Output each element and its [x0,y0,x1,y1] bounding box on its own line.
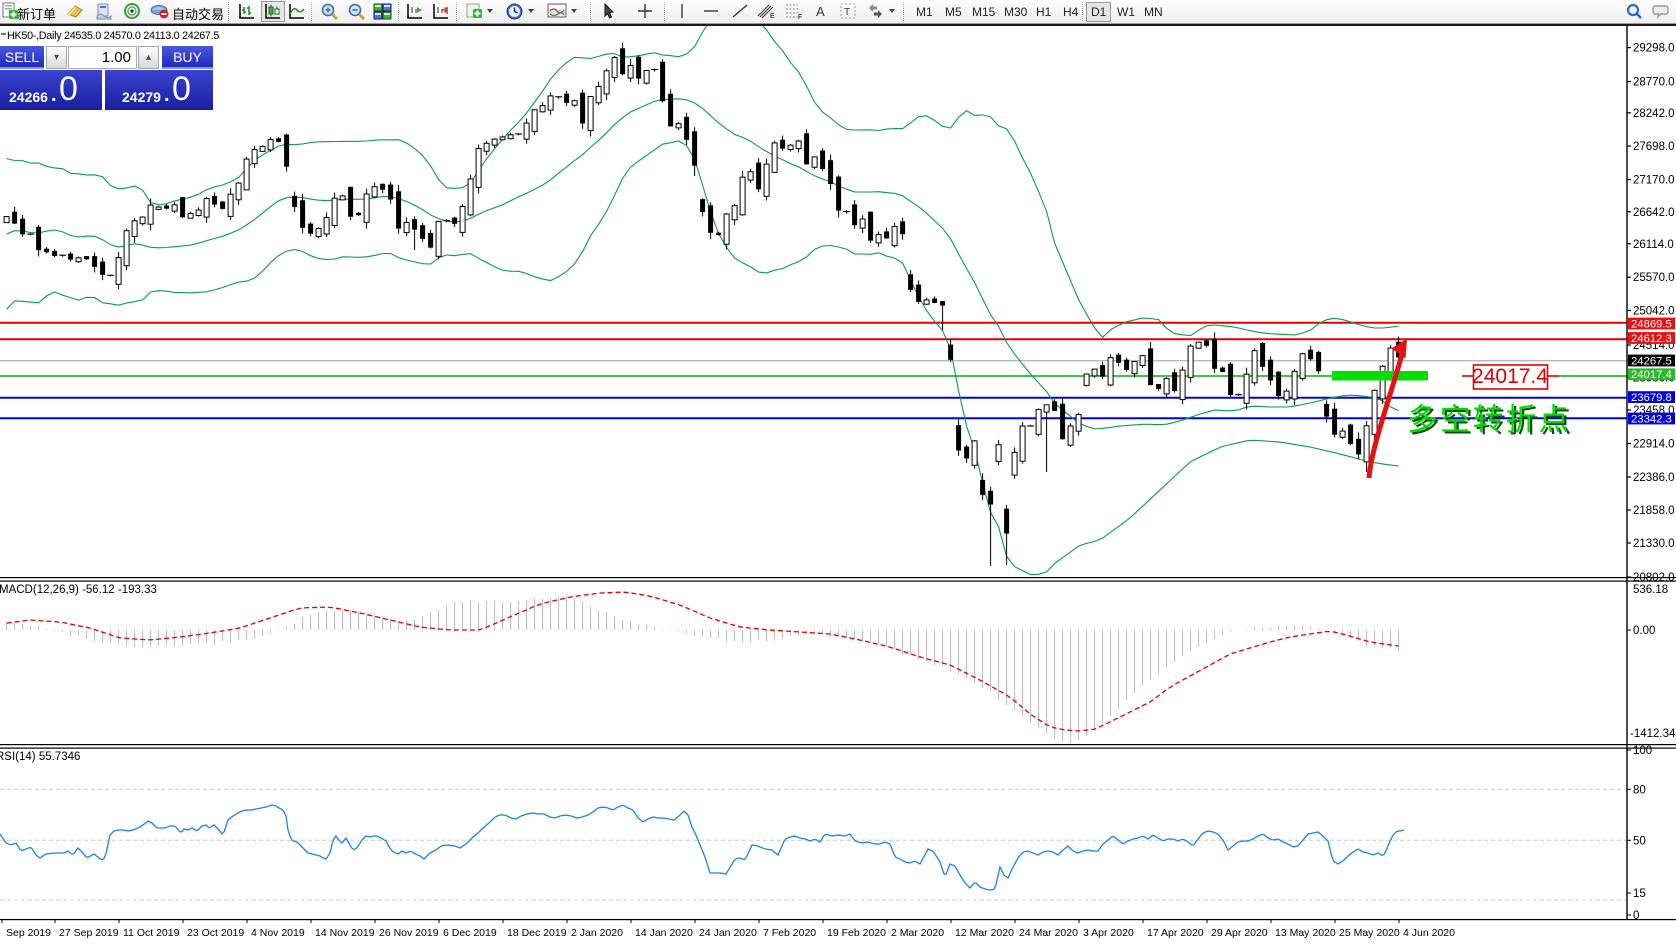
svg-text:14 Nov 2019: 14 Nov 2019 [315,927,375,939]
svg-text:25042.0: 25042.0 [1633,306,1675,318]
svg-text:24869.5: 24869.5 [1631,318,1672,330]
svg-text:0.00: 0.00 [1633,625,1655,637]
svg-text:21858.0: 21858.0 [1633,505,1675,517]
svg-text:27170.0: 27170.0 [1633,175,1675,187]
svg-text:E: E [770,13,775,20]
svg-text:100: 100 [1633,745,1652,757]
svg-text:RSI(14) 55.7346: RSI(14) 55.7346 [0,751,80,763]
svg-text:29298.0: 29298.0 [1633,43,1675,55]
svg-text:25570.0: 25570.0 [1633,272,1675,284]
svg-text:Sep 2019: Sep 2019 [6,927,51,939]
svg-text:15: 15 [1633,888,1646,900]
svg-text:28770.0: 28770.0 [1633,77,1675,89]
svg-text:0: 0 [1633,910,1639,922]
svg-text:22914.0: 22914.0 [1633,439,1675,451]
svg-text:A: A [816,4,825,19]
svg-text:28242.0: 28242.0 [1633,108,1675,120]
svg-text:4 Jun 2020: 4 Jun 2020 [1403,927,1455,939]
svg-text:26114.0: 26114.0 [1633,239,1674,251]
svg-text:-1412.34: -1412.34 [1630,728,1676,740]
svg-text:20802.0: 20802.0 [1633,572,1675,584]
svg-text:T: T [844,7,850,18]
svg-text:17 Apr 2020: 17 Apr 2020 [1147,927,1204,939]
svg-text:6 Dec 2019: 6 Dec 2019 [443,927,497,939]
svg-text:23342.3: 23342.3 [1631,413,1672,425]
svg-text:13 May 2020: 13 May 2020 [1275,927,1336,939]
svg-text:多空转折点: 多空转折点 [1407,403,1569,437]
svg-text:536.18: 536.18 [1633,584,1668,596]
svg-text:24267.5: 24267.5 [1631,355,1672,367]
svg-text:50: 50 [1633,835,1646,847]
svg-text:3 Apr 2020: 3 Apr 2020 [1083,927,1134,939]
svg-text:24017.4: 24017.4 [1631,369,1672,381]
svg-text:14 Jan 2020: 14 Jan 2020 [635,927,693,939]
svg-text:29 Apr 2020: 29 Apr 2020 [1211,927,1268,939]
svg-text:2 Mar 2020: 2 Mar 2020 [891,927,944,939]
svg-text:21330.0: 21330.0 [1633,538,1675,550]
svg-text:26 Nov 2019: 26 Nov 2019 [379,927,439,939]
svg-text:24017.4: 24017.4 [1472,365,1548,388]
svg-text:19 Feb 2020: 19 Feb 2020 [827,927,886,939]
svg-text:12 Mar 2020: 12 Mar 2020 [955,927,1014,939]
svg-text:2 Jan 2020: 2 Jan 2020 [571,927,623,939]
svg-text:F: F [798,14,802,20]
svg-text:4 Nov 2019: 4 Nov 2019 [251,927,305,939]
svg-text:HK50-,Daily 24535.0 24570.0 2: HK50-,Daily 24535.0 24570.0 24113.0 2426… [7,30,219,42]
svg-text:22386.0: 22386.0 [1633,472,1675,484]
svg-text:11 Oct 2019: 11 Oct 2019 [123,927,180,939]
svg-text:24 Jan 2020: 24 Jan 2020 [699,927,757,939]
svg-text:24612.3: 24612.3 [1631,333,1672,345]
svg-text:18 Dec 2019: 18 Dec 2019 [507,927,567,939]
svg-text:23679.8: 23679.8 [1631,392,1672,404]
svg-text:7 Feb 2020: 7 Feb 2020 [763,927,816,939]
svg-text:25 May 2020: 25 May 2020 [1339,927,1400,939]
svg-text:MACD(12,26,9) -56.12 -193.33: MACD(12,26,9) -56.12 -193.33 [0,584,157,596]
svg-text:26642.0: 26642.0 [1633,207,1675,219]
svg-text:23 Oct 2019: 23 Oct 2019 [187,927,244,939]
svg-text:多空转折点: 多空转折点 [1410,405,1572,439]
svg-text:80: 80 [1633,784,1646,796]
svg-text:27 Sep 2019: 27 Sep 2019 [59,927,119,939]
svg-text:24 Mar 2020: 24 Mar 2020 [1019,927,1078,939]
svg-text:27698.0: 27698.0 [1633,141,1675,153]
